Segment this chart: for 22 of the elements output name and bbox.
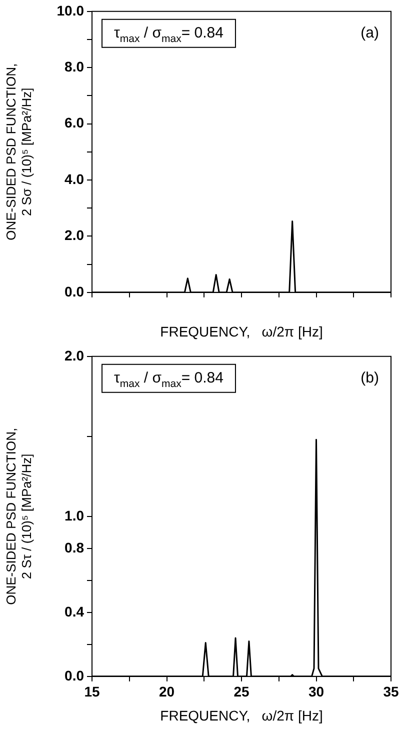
x-tick-label: 35: [383, 684, 399, 700]
y-axis-title: ONE-SIDED PSD FUNCTION, 2 Sσ / (10)⁵ [MPa²/Hz]: [3, 63, 34, 240]
x-tick-label: 30: [308, 684, 324, 700]
y-tick-label: 4.0: [64, 170, 84, 187]
y-tick-label: 0.0: [64, 283, 84, 300]
x-axis-title: FREQUENCY, ω/2π [Hz]: [160, 707, 323, 724]
y-tick-label: 1.0: [64, 507, 84, 524]
x-tick-label: 15: [84, 684, 100, 700]
y-axis-title: ONE-SIDED PSD FUNCTION, 2 Sτ / (10)⁵ [MPa²/Hz]: [3, 428, 34, 605]
y-tick-label: 0.8: [64, 539, 84, 556]
y-tick-label: 0.0: [64, 667, 84, 684]
y-tick-label: 10.0: [56, 2, 84, 18]
x-axis-title: FREQUENCY, ω/2π [Hz]: [160, 323, 323, 340]
annotation: (a): [360, 24, 380, 42]
x-tick-label: 25: [234, 684, 250, 700]
annotation: (b): [360, 369, 380, 386]
x-tick-label: 20: [158, 684, 175, 700]
y-tick-label: 8.0: [64, 58, 84, 74]
y-tick-label: 2.0: [64, 227, 84, 244]
y-tick-label: 6.0: [64, 114, 84, 131]
y-tick-label: 0.4: [64, 603, 84, 620]
y-tick-label: 2.0: [64, 347, 84, 364]
